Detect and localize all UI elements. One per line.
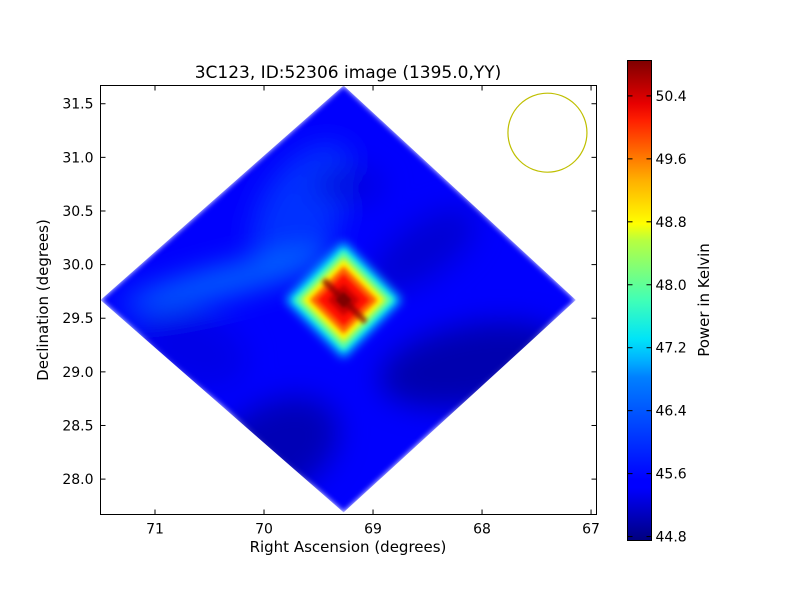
y-tick-label: 28.0 — [62, 472, 93, 488]
chart-title: 3C123, ID:52306 image (1395.0,YY) — [195, 63, 502, 83]
y-tick-label: 30.5 — [62, 204, 93, 220]
colorbar-tick-label: 46.4 — [656, 404, 687, 420]
x-axis-label: Right Ascension (degrees) — [250, 538, 447, 556]
y-axis-label: Declination (degrees) — [34, 219, 52, 381]
x-tick-label: 70 — [255, 522, 273, 538]
colorbar-tick-label: 50.4 — [656, 89, 687, 105]
y-tick-label: 31.0 — [62, 150, 93, 166]
colorbar — [627, 60, 652, 541]
source-emission — [285, 242, 402, 358]
source-streak — [321, 277, 368, 325]
colorbar-label: Power in Kelvin — [695, 243, 713, 357]
colorbar-tick-label: 44.8 — [656, 530, 687, 546]
background-variation — [372, 209, 475, 291]
colorbar-ticks: 44.8 45.6 46.4 47.2 48.0 48.8 49.6 50.4 — [627, 89, 687, 546]
colorbar-tick-label: 47.2 — [656, 341, 687, 357]
y-tick-label: 29.5 — [62, 311, 93, 327]
y-tick-label: 31.5 — [62, 97, 93, 113]
x-tick-label: 67 — [582, 522, 600, 538]
colorbar-tick-label: 48.0 — [656, 278, 687, 294]
axes-frame — [100, 85, 597, 515]
y-axis: 28.0 28.5 29.0 29.5 30.0 30.5 31.0 31.5 — [62, 97, 597, 488]
x-axis: 71 70 69 68 67 — [146, 85, 600, 538]
background-variation — [313, 167, 384, 203]
colorbar-tick-label: 49.6 — [656, 152, 687, 168]
y-tick-label: 28.5 — [62, 418, 93, 434]
y-tick-label: 30.0 — [62, 258, 93, 274]
colorbar-tick-label: 48.8 — [656, 215, 687, 231]
beam-circle — [507, 92, 588, 173]
background-variation — [121, 250, 336, 310]
y-tick-label: 29.0 — [62, 365, 93, 381]
x-tick-label: 69 — [364, 522, 382, 538]
colorbar-tick-label: 45.6 — [656, 467, 687, 483]
x-tick-label: 71 — [146, 522, 164, 538]
heatmap-image — [100, 85, 576, 513]
x-tick-label: 68 — [473, 522, 491, 538]
